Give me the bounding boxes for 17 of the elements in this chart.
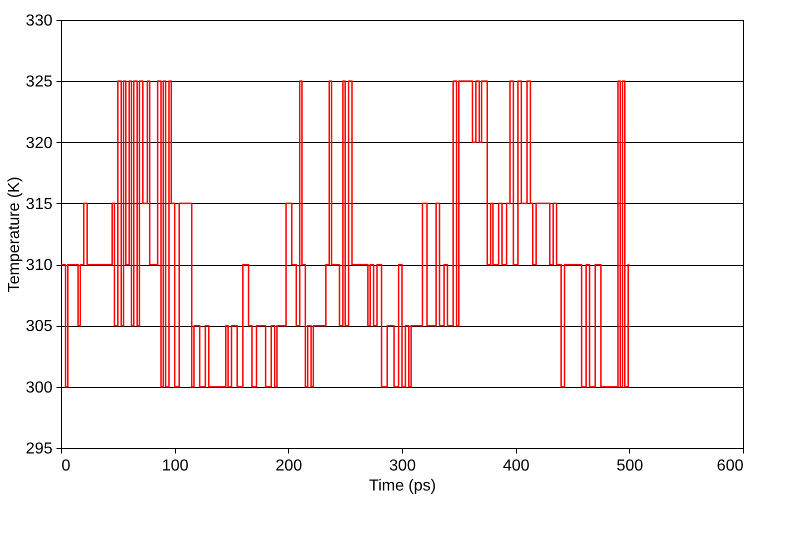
y-tick-label: 295 xyxy=(26,440,53,458)
y-axis-title: Temperature (K) xyxy=(6,176,23,292)
x-tick-label: 0 xyxy=(62,458,70,474)
y-tick-label: 315 xyxy=(26,196,53,213)
y-tick-label: 305 xyxy=(26,318,53,336)
x-tick-label: 300 xyxy=(389,458,416,474)
y-tick-label: 310 xyxy=(26,257,53,274)
y-tick-label: 320 xyxy=(26,134,53,152)
x-tick-label: 200 xyxy=(275,458,302,474)
x-tick-label: 600 xyxy=(716,458,744,474)
y-tick-label: 330 xyxy=(26,12,53,30)
x-tick-label: 100 xyxy=(162,458,189,474)
x-tick-label: 500 xyxy=(616,458,644,474)
y-tick-label: 300 xyxy=(26,379,53,396)
x-axis-title: Time (ps) xyxy=(369,478,436,494)
y-tick-label: 325 xyxy=(26,74,53,91)
x-tick-label: 400 xyxy=(502,458,530,474)
